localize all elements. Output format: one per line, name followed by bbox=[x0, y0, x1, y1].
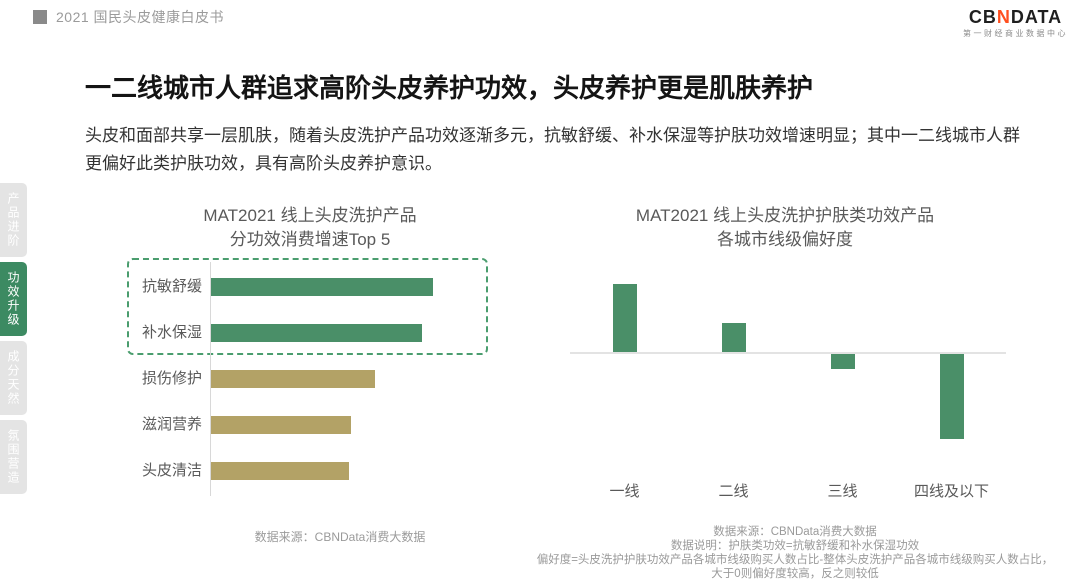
left-chart-source: 数据来源：CBNData消费大数据 bbox=[254, 530, 426, 544]
left-chart-row-补水保湿: 补水保湿 bbox=[120, 324, 500, 342]
right-chart-title-line1: MAT2021 线上头皮洗护护肤类功效产品 bbox=[635, 206, 935, 225]
right-chart-source-line-3: 偏好度=头皮洗护护肤功效产品各城市线级购买人数占比-整体头皮洗护产品各城市线级购… bbox=[536, 554, 1054, 566]
right-chart-zero-baseline bbox=[570, 352, 1006, 354]
cbndata-logo-text: CBNDATA bbox=[968, 7, 1063, 27]
left-chart-category-label: 损伤修护 bbox=[141, 370, 202, 387]
right-chart-x-label-二线: 二线 bbox=[718, 483, 749, 500]
left-chart-row-抗敏舒缓: 抗敏舒缓 bbox=[120, 278, 500, 296]
right-chart-source-line-4: 大于0则偏好度较高，反之则较低 bbox=[711, 568, 879, 580]
left-chart-category-label: 补水保湿 bbox=[141, 324, 202, 341]
left-chart-category-label: 抗敏舒缓 bbox=[141, 278, 202, 295]
logo-n-mark: N bbox=[996, 7, 1011, 27]
left-chart-title-line1: MAT2021 线上头皮洗护产品 bbox=[203, 206, 417, 225]
header-square-bullet-icon bbox=[33, 10, 47, 24]
right-chart-x-label-一线: 一线 bbox=[609, 483, 640, 500]
left-chart-bar-损伤修护 bbox=[211, 370, 375, 388]
right-chart-bar-一线 bbox=[613, 284, 637, 352]
left-chart-row-损伤修护: 损伤修护 bbox=[120, 370, 500, 388]
sidebar-tab-产品进阶[interactable]: 产品进阶 bbox=[0, 183, 27, 257]
sidebar-tab-成分天然[interactable]: 成分天然 bbox=[0, 341, 27, 415]
highlight-dashed-box bbox=[127, 258, 488, 355]
right-chart-source-line-1: 数据来源：CBNData消费大数据 bbox=[713, 526, 877, 538]
right-chart-x-label-四线及以下: 四线及以下 bbox=[913, 483, 989, 500]
cbndata-logo-subtitle: 第一财经商业数据中心 bbox=[963, 29, 1068, 38]
left-chart-category-label: 滋润营养 bbox=[141, 416, 202, 433]
left-chart-y-axis-line bbox=[210, 262, 211, 496]
right-chart-title-line2: 各城市线级偏好度 bbox=[717, 230, 853, 249]
right-chart-plot-area bbox=[570, 265, 1006, 465]
right-chart-source-line-2: 数据说明：护肤类功效=抗敏舒缓和补水保湿功效 bbox=[670, 540, 920, 552]
left-chart-bar-滋润营养 bbox=[211, 416, 351, 434]
right-chart-x-axis-labels: 一线 二线 三线 四线及以下 bbox=[570, 480, 1006, 501]
section-tab-sidebar: 产品进阶功效升级成分天然氛围营造 bbox=[0, 183, 27, 499]
left-chart-row-滋润营养: 滋润营养 bbox=[120, 416, 500, 434]
left-chart-bar-头皮清洁 bbox=[211, 462, 349, 480]
sidebar-tab-氛围营造[interactable]: 氛围营造 bbox=[0, 420, 27, 494]
right-chart-bar-二线 bbox=[722, 323, 746, 352]
page-body-text: 头皮和面部共享一层肌肤，随着头皮洗护产品功效逐渐多元，抗敏舒缓、补水保湿等护肤功… bbox=[85, 126, 1020, 173]
right-chart-title: MAT2021 线上头皮洗护护肤类功效产品 各城市线级偏好度 bbox=[560, 204, 1010, 252]
left-chart-bar-抗敏舒缓 bbox=[211, 278, 433, 296]
right-chart-bar-四线及以下 bbox=[940, 354, 964, 439]
left-chart-bar-补水保湿 bbox=[211, 324, 422, 342]
cbndata-logo: CBNDATA 第一财经商业数据中心 bbox=[963, 8, 1068, 39]
left-chart-row-头皮清洁: 头皮清洁 bbox=[120, 462, 500, 480]
left-chart-category-label: 头皮清洁 bbox=[141, 462, 202, 479]
left-chart-title-line2: 分功效消费增速Top 5 bbox=[229, 230, 391, 249]
sidebar-tab-功效升级-active[interactable]: 功效升级 bbox=[0, 262, 27, 336]
document-title: 2021 国民头皮健康白皮书 bbox=[56, 9, 225, 25]
right-chart-source-notes: 数据来源：CBNData消费大数据数据说明：护肤类功效=抗敏舒缓和补水保湿功效偏… bbox=[510, 525, 1080, 581]
page-title: 一二线城市人群追求高阶头皮养护功效，头皮养护更是肌肤养护 bbox=[85, 73, 814, 103]
left-chart-title: MAT2021 线上头皮洗护产品 分功效消费增速Top 5 bbox=[120, 204, 500, 252]
left-chart-plot-area: 抗敏舒缓补水保湿损伤修护滋润营养头皮清洁 bbox=[120, 260, 500, 500]
right-chart-bar-三线 bbox=[831, 354, 855, 369]
right-chart-x-label-三线: 三线 bbox=[827, 483, 858, 500]
